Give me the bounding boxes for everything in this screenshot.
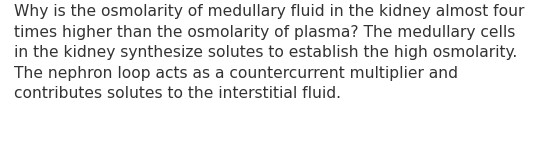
Text: Why is the osmolarity of medullary fluid in the kidney almost four
times higher : Why is the osmolarity of medullary fluid… <box>14 4 525 101</box>
